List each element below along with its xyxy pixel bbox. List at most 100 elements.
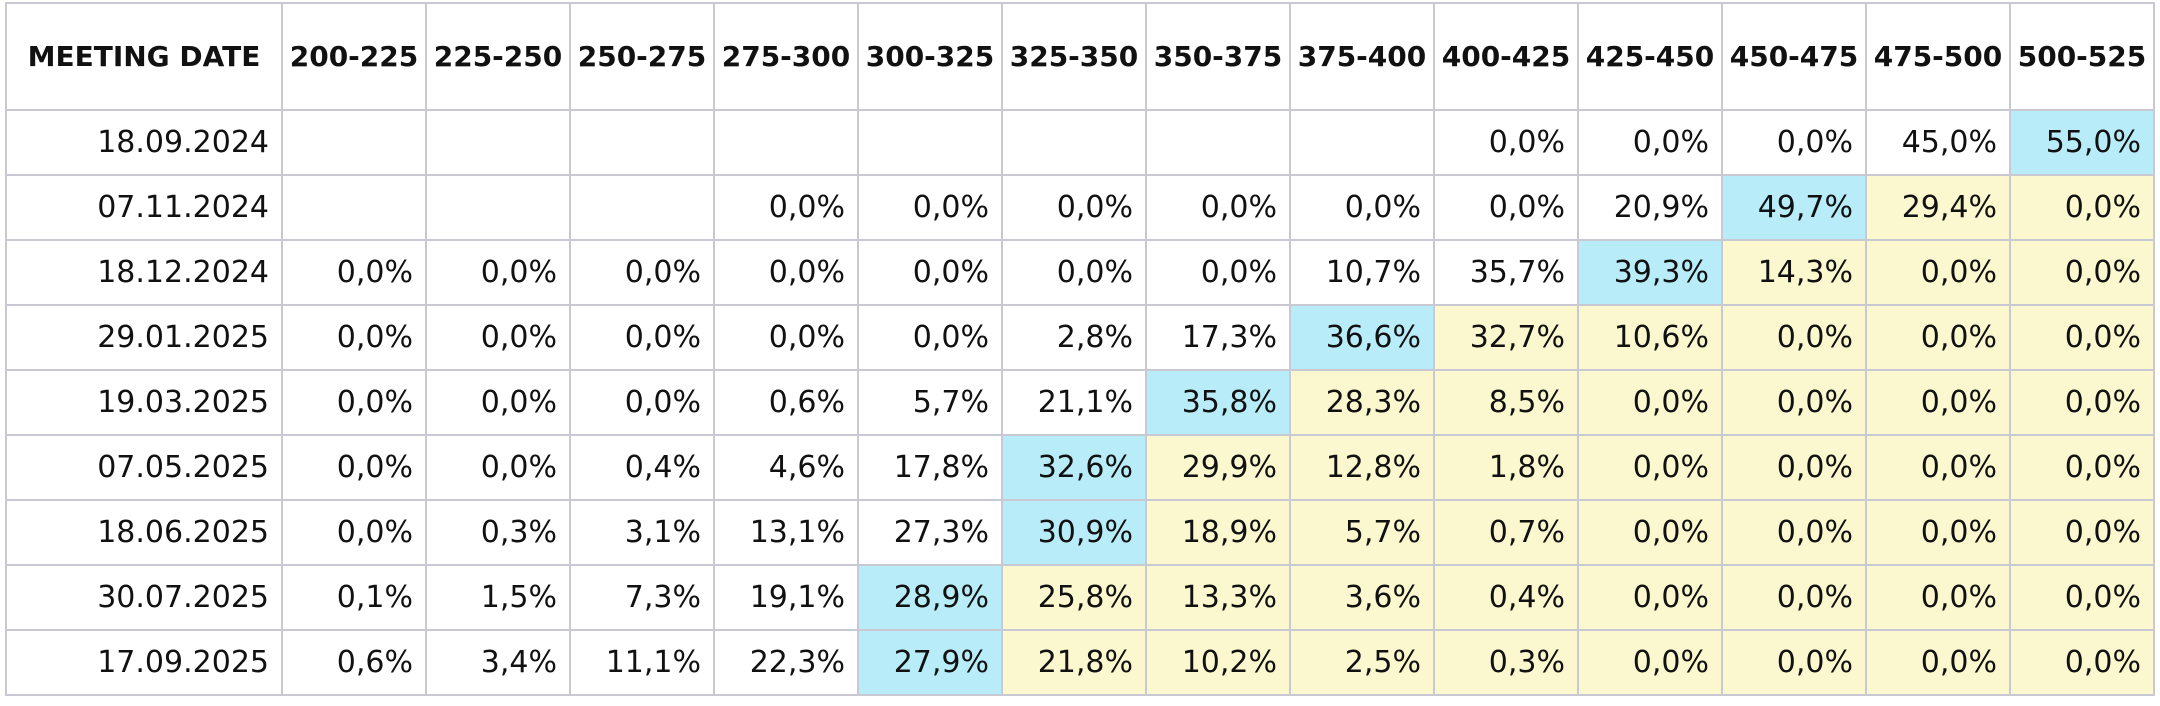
header-cell: MEETING DATE <box>5 2 283 111</box>
probability-cell: 0,3% <box>425 499 571 566</box>
probability-cell: 3,4% <box>425 629 571 696</box>
header-cell: 450-475 <box>1721 2 1867 111</box>
probability-cell: 0,0% <box>569 369 715 436</box>
probability-cell: 0,1% <box>281 564 427 631</box>
probability-cell <box>1001 109 1147 176</box>
probability-cell: 4,6% <box>713 434 859 501</box>
probability-cell: 8,5% <box>1433 369 1579 436</box>
probability-cell: 0,0% <box>1865 239 2011 306</box>
probability-cell: 0,0% <box>1145 174 1291 241</box>
probability-cell <box>569 109 715 176</box>
probability-cell: 13,3% <box>1145 564 1291 631</box>
probability-cell: 45,0% <box>1865 109 2011 176</box>
probability-cell: 0,4% <box>569 434 715 501</box>
probability-cell: 0,0% <box>1721 369 1867 436</box>
probability-cell: 0,0% <box>1577 109 1723 176</box>
probability-cell: 25,8% <box>1001 564 1147 631</box>
probability-cell: 0,0% <box>281 499 427 566</box>
probability-cell: 0,6% <box>281 629 427 696</box>
probability-cell: 2,5% <box>1289 629 1435 696</box>
probability-cell: 0,0% <box>1721 109 1867 176</box>
probability-cell: 0,0% <box>713 174 859 241</box>
header-cell: 425-450 <box>1577 2 1723 111</box>
probability-cell: 2,8% <box>1001 304 1147 371</box>
header-cell: 225-250 <box>425 2 571 111</box>
probability-cell: 0,7% <box>1433 499 1579 566</box>
probability-cell: 3,6% <box>1289 564 1435 631</box>
probability-cell: 0,0% <box>1721 304 1867 371</box>
header-row: MEETING DATE 200-225 225-250 250-275 275-300… <box>5 2 2155 111</box>
probability-cell: 0,4% <box>1433 564 1579 631</box>
probability-cell: 0,0% <box>569 239 715 306</box>
probability-cell: 30,9% <box>1001 499 1147 566</box>
header-cell: 475-500 <box>1865 2 2011 111</box>
row: 07.05.2025 0,0% 0,0% 0,4% 4,6% 17,8% 32,6% 29,9… <box>5 434 2155 501</box>
probability-cell: 28,3% <box>1289 369 1435 436</box>
probability-cell: 11,1% <box>569 629 715 696</box>
probability-cell: 20,9% <box>1577 174 1723 241</box>
row: 18.12.2024 0,0% 0,0% 0,0% 0,0% 0,0% 0,0% 0,0% 10… <box>5 239 2155 306</box>
probability-cell: 0,0% <box>857 239 1003 306</box>
row: 30.07.2025 0,1% 1,5% 7,3% 19,1% 28,9% 25,8% 13,… <box>5 564 2155 631</box>
probability-cell: 29,9% <box>1145 434 1291 501</box>
probability-cell: 0,0% <box>1577 564 1723 631</box>
probability-cell: 0,0% <box>2009 369 2155 436</box>
probability-cell: 27,9% <box>857 629 1003 696</box>
probability-cell <box>425 109 571 176</box>
probability-cell: 0,0% <box>281 304 427 371</box>
probability-cell: 10,2% <box>1145 629 1291 696</box>
probability-cell: 0,0% <box>2009 304 2155 371</box>
probability-cell <box>1145 109 1291 176</box>
date-cell: 18.12.2024 <box>5 239 283 306</box>
header-cell: 400-425 <box>1433 2 1579 111</box>
probability-cell: 0,0% <box>1001 174 1147 241</box>
probability-cell: 0,0% <box>857 174 1003 241</box>
probability-cell: 32,6% <box>1001 434 1147 501</box>
probability-cell: 21,8% <box>1001 629 1147 696</box>
probability-cell <box>1289 109 1435 176</box>
probability-cell: 0,0% <box>1865 434 2011 501</box>
probability-cell: 0,0% <box>2009 499 2155 566</box>
probability-cell: 1,8% <box>1433 434 1579 501</box>
probability-cell: 0,0% <box>713 304 859 371</box>
probability-cell: 0,0% <box>425 239 571 306</box>
date-cell: 29.01.2025 <box>5 304 283 371</box>
row: 17.09.2025 0,6% 3,4% 11,1% 22,3% 27,9% 21,8% 10… <box>5 629 2155 696</box>
probability-cell: 0,0% <box>281 239 427 306</box>
probability-cell: 0,0% <box>1433 109 1579 176</box>
probability-cell: 0,0% <box>1001 239 1147 306</box>
row: 19.03.2025 0,0% 0,0% 0,0% 0,6% 5,7% 21,1% 35,8%… <box>5 369 2155 436</box>
probability-cell: 5,7% <box>1289 499 1435 566</box>
probability-cell: 0,0% <box>2009 629 2155 696</box>
probability-cell: 0,0% <box>1289 174 1435 241</box>
probability-cell: 0,0% <box>2009 239 2155 306</box>
probability-cell: 10,7% <box>1289 239 1435 306</box>
probability-cell: 39,3% <box>1577 239 1723 306</box>
header-cell: 200-225 <box>281 2 427 111</box>
probability-cell: 0,0% <box>281 434 427 501</box>
probability-cell: 3,1% <box>569 499 715 566</box>
probability-cell: 17,3% <box>1145 304 1291 371</box>
table-header: MEETING DATE 200-225 225-250 250-275 275-300… <box>5 2 2155 111</box>
probability-cell: 0,0% <box>2009 564 2155 631</box>
date-cell: 30.07.2025 <box>5 564 283 631</box>
row: 29.01.2025 0,0% 0,0% 0,0% 0,0% 0,0% 2,8% 17,3% 3… <box>5 304 2155 371</box>
probability-cell: 0,6% <box>713 369 859 436</box>
header-cell: 500-525 <box>2009 2 2155 111</box>
probability-cell: 55,0% <box>2009 109 2155 176</box>
header-cell: 250-275 <box>569 2 715 111</box>
row: 07.11.2024 0,0% 0,0% 0,0% 0,0% 0,0% 0,0% 20,9% 4… <box>5 174 2155 241</box>
probability-cell: 0,0% <box>569 304 715 371</box>
date-cell: 18.06.2025 <box>5 499 283 566</box>
header-cell: 300-325 <box>857 2 1003 111</box>
probability-cell: 28,9% <box>857 564 1003 631</box>
probability-cell: 7,3% <box>569 564 715 631</box>
probability-cell: 0,0% <box>1865 629 2011 696</box>
row: 18.06.2025 0,0% 0,3% 3,1% 13,1% 27,3% 30,9% 18,… <box>5 499 2155 566</box>
probability-cell: 49,7% <box>1721 174 1867 241</box>
probability-cell: 10,6% <box>1577 304 1723 371</box>
probability-cell: 0,0% <box>1865 499 2011 566</box>
date-cell: 18.09.2024 <box>5 109 283 176</box>
probability-cell: 0,0% <box>2009 434 2155 501</box>
